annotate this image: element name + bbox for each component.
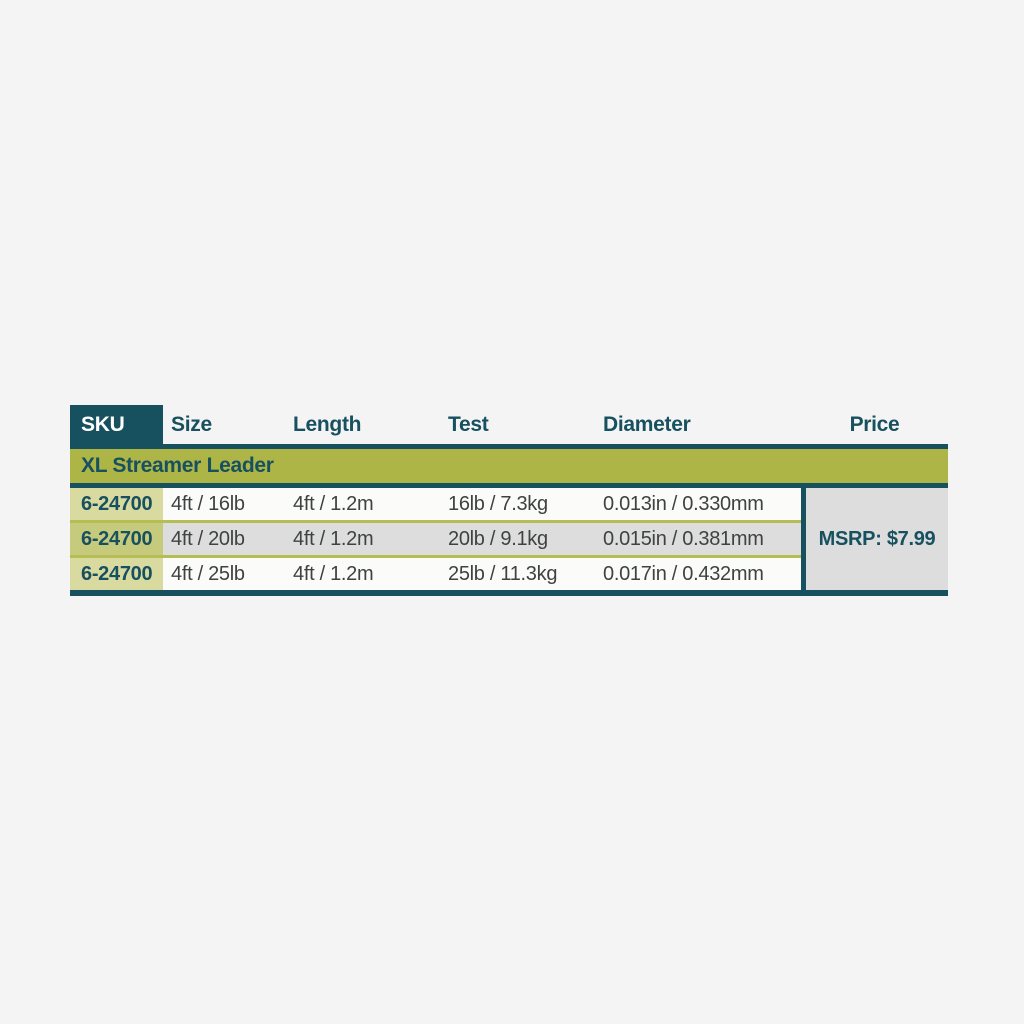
product-spec-table: SKU Size Length Test Diameter Price XL S… <box>70 405 948 596</box>
cell-diameter: 0.013in / 0.330mm <box>603 492 764 515</box>
msrp-price: MSRP: $7.99 <box>818 527 936 550</box>
cell-sku: 6-24700 <box>70 523 163 555</box>
table-bottom-rule <box>70 590 948 596</box>
cell-size: 4ft / 20lb <box>171 527 245 550</box>
cell-test: 16lb / 7.3kg <box>448 492 548 515</box>
cell-diameter: 0.017in / 0.432mm <box>603 562 764 585</box>
column-header-size-label: Size <box>171 412 212 436</box>
table-header-row: SKU Size Length Test Diameter Price <box>70 405 948 444</box>
cell-size: 4ft / 16lb <box>171 492 245 515</box>
column-header-price: Price <box>801 405 948 444</box>
cell-length: 4ft / 1.2m <box>293 527 374 550</box>
column-header-test-label: Test <box>448 412 489 436</box>
price-box: MSRP: $7.99 <box>801 488 948 590</box>
group-divider-rule <box>70 483 948 488</box>
cell-test: 25lb / 11.3kg <box>448 562 558 585</box>
cell-length: 4ft / 1.2m <box>293 492 374 515</box>
table-body: 6-24700 4ft / 16lb 4ft / 1.2m 16lb / 7.3… <box>70 488 948 590</box>
cell-test: 20lb / 9.1kg <box>448 527 548 550</box>
column-header-length: Length <box>285 405 440 444</box>
header-divider-rule <box>70 444 948 449</box>
column-header-length-label: Length <box>293 412 362 436</box>
column-header-diameter-label: Diameter <box>603 412 691 436</box>
group-header-label: XL Streamer Leader <box>81 454 274 477</box>
column-header-sku: SKU <box>70 405 163 444</box>
cell-size: 4ft / 25lb <box>171 562 245 585</box>
column-header-diameter: Diameter <box>595 405 801 444</box>
column-header-sku-label: SKU <box>81 412 125 436</box>
column-header-size: Size <box>163 405 285 444</box>
cell-sku: 6-24700 <box>70 558 163 590</box>
column-header-test: Test <box>440 405 595 444</box>
cell-diameter: 0.015in / 0.381mm <box>603 527 764 550</box>
cell-length: 4ft / 1.2m <box>293 562 374 585</box>
group-header-band: XL Streamer Leader <box>70 449 948 483</box>
cell-sku: 6-24700 <box>70 488 163 520</box>
column-header-price-label: Price <box>849 412 900 436</box>
